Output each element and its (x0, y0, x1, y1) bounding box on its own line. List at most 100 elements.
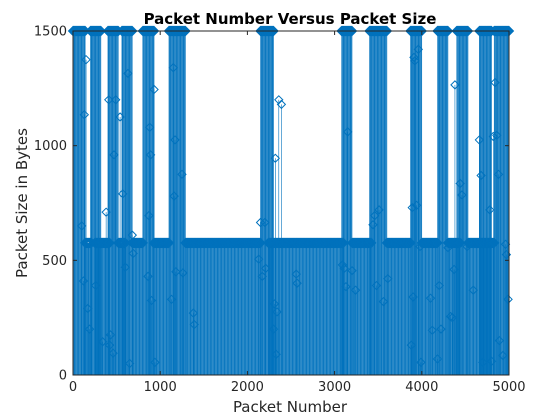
stem-marker (410, 56, 420, 66)
stem-marker (127, 230, 138, 240)
stem-marker (462, 241, 472, 252)
stem-marker (454, 237, 466, 249)
stem-marker (109, 150, 119, 160)
stem-marker (143, 271, 153, 282)
stem-marker (145, 150, 156, 160)
stem-marker (425, 293, 436, 303)
stem-marker (442, 25, 454, 37)
stem-marker (269, 299, 280, 309)
x-tick-label: 1000 (144, 380, 177, 395)
stem-marker (270, 153, 281, 163)
stem-marker (97, 337, 108, 347)
stem-marker (90, 280, 101, 291)
stem-marker (366, 237, 377, 249)
stem-marker (128, 248, 138, 259)
axes-box (72, 30, 510, 376)
stem-marker (500, 239, 511, 249)
x-tick-label: 5000 (492, 380, 525, 395)
stem-marker (407, 202, 417, 213)
stem-marker (374, 205, 384, 215)
stem-marker (257, 271, 267, 282)
stem-marker (409, 52, 419, 63)
stem-marker (168, 62, 178, 73)
stem-marker (180, 25, 191, 37)
stem-marker (177, 169, 187, 180)
stem-marker (81, 54, 91, 65)
stem-marker (276, 99, 287, 110)
stem-marker (261, 263, 271, 274)
stem-marker (104, 340, 115, 350)
markers-layer (67, 25, 515, 369)
stem-marker (427, 325, 437, 335)
stem-marker (485, 205, 495, 215)
stem-marker (434, 280, 444, 291)
x-tick-label: 2000 (231, 380, 264, 395)
stem-marker (260, 217, 270, 228)
stem-marker (383, 273, 393, 284)
stem-marker (432, 237, 443, 249)
x-tick-label: 3000 (318, 380, 351, 395)
stem-marker (145, 122, 155, 133)
stem-marker (371, 280, 382, 291)
stem-marker (462, 25, 474, 37)
stem-marker (170, 135, 180, 145)
x-tick-label: 4000 (405, 380, 438, 395)
stem-marker (416, 357, 426, 368)
stem-marker (346, 25, 358, 37)
stem-marker (492, 130, 502, 141)
stem-marker (189, 319, 199, 330)
stem-marker (408, 292, 418, 302)
stem-marker (368, 220, 378, 230)
x-axis-label: Packet Number (233, 398, 348, 416)
stem-marker (163, 237, 175, 249)
y-tick-label: 500 (42, 254, 67, 269)
stem-marker (468, 285, 478, 295)
stem-marker (413, 44, 424, 55)
stem-marker (478, 357, 488, 368)
stem-marker (127, 25, 138, 37)
stem-marker (350, 285, 361, 295)
stem-marker (488, 131, 499, 142)
stem-marker (342, 127, 353, 137)
stem-marker (104, 95, 114, 105)
stem-marker (406, 340, 417, 350)
stem-marker (490, 77, 500, 88)
stem-marker (455, 178, 465, 189)
stem-marker (123, 68, 133, 79)
stem-marker (117, 189, 128, 199)
stem-marker (291, 269, 301, 279)
stem-marker (337, 260, 348, 270)
stem-marker (137, 237, 148, 249)
stem-marker (443, 243, 453, 253)
stem-marker (447, 312, 458, 323)
stem-marker (146, 295, 157, 306)
y-tick-label: 1500 (34, 25, 67, 40)
stem-marker (488, 237, 500, 249)
stem-marker (268, 25, 279, 37)
stem-marker (449, 264, 459, 275)
stem-marker (108, 348, 118, 358)
stem-marker (274, 95, 284, 105)
stem-marker (436, 324, 446, 334)
stem-marker (84, 324, 95, 334)
y-axis-label: Packet Size in Bytes (13, 128, 31, 278)
stem-marker (432, 354, 443, 364)
stem-marker (169, 191, 179, 201)
stem-marker (381, 25, 393, 37)
stem-marker (415, 241, 425, 252)
stem-marker (416, 25, 428, 37)
stem-marker (411, 200, 422, 211)
stem-marker (120, 237, 131, 249)
stem-marker (272, 307, 282, 317)
stem-marker (370, 210, 380, 221)
stem-marker (79, 109, 90, 120)
ticks-layer: 0 1000 2000 3000 4000 5000 0 500 1000 1500 (34, 25, 526, 396)
stem-marker (150, 357, 160, 368)
stem-marker (255, 217, 266, 228)
stem-marker (115, 112, 125, 122)
stem-marker (171, 267, 181, 277)
stem-marker (188, 308, 199, 318)
stem-marker (120, 262, 131, 272)
